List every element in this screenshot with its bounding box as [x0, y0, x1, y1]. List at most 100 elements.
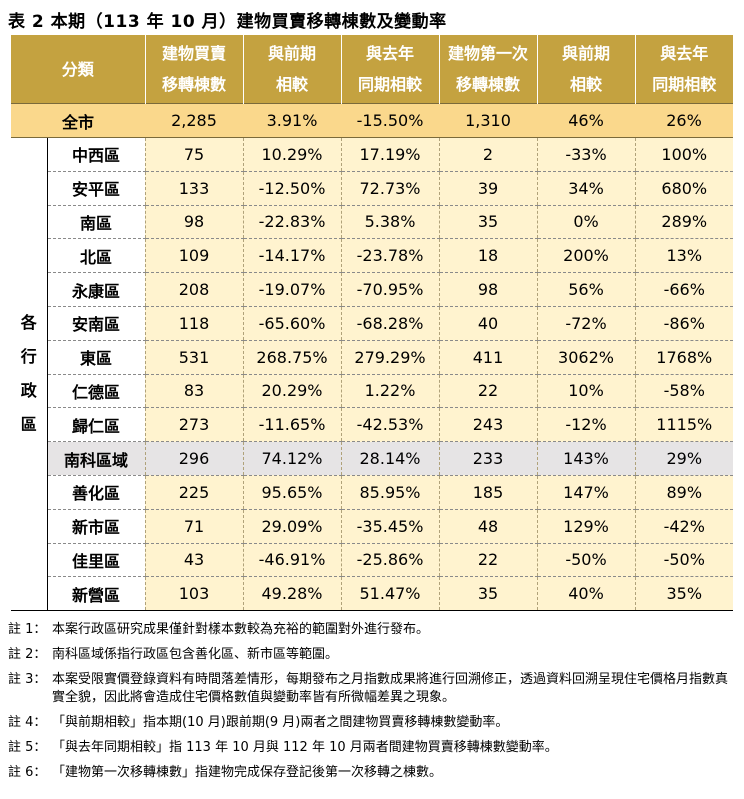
group-label-char: 各 [20, 313, 37, 333]
table-cell: 74.12% [242, 441, 342, 476]
header-col: 與去年 同期相較 [634, 35, 734, 104]
table-cell: 273 [144, 407, 244, 443]
note-text: 本案受限實價登錄資料有時間落差情形，每期發布之月指數成果將進行回溯修正，透過資料… [52, 672, 729, 705]
table-cell: 10.29% [242, 137, 342, 172]
table-cell: 5.38% [340, 205, 440, 240]
table-cell: 98 [144, 205, 244, 240]
table-cell: 200% [536, 238, 636, 274]
table-cell: 147% [536, 475, 636, 510]
table-cell: 22 [438, 374, 538, 409]
district-name: 安平區 [46, 171, 146, 206]
table-cell: 89% [634, 475, 734, 510]
table-cell: 0% [536, 205, 636, 240]
table-cell: -66% [634, 272, 734, 307]
table-cell: 71 [144, 509, 244, 544]
district-name: 善化區 [46, 475, 146, 510]
total-row: 全市 2,285 3.91% -15.50% 1,310 46% 26% [11, 103, 734, 138]
table-cell: -42.53% [340, 407, 440, 443]
table-cell: 22 [438, 543, 538, 578]
note-text: 「與前期相較」指本期(10 月)跟前期(9 月)兩者之間建物買賣移轉棟數變動率。 [52, 715, 509, 730]
table-cell: 46% [537, 103, 636, 138]
table-cell: 1,310 [439, 103, 538, 138]
table-row: 佳里區 43 -46.91% -25.86% 22 -50% -50% [11, 543, 734, 578]
table-row: 北區 109 -14.17% -23.78% 18 200% 13% [11, 238, 734, 274]
table-cell: 95.65% [242, 475, 342, 510]
table-cell: 118 [144, 306, 244, 341]
table-cell: 39 [438, 171, 538, 206]
table-cell: 18 [438, 238, 538, 274]
table-cell: 680% [634, 171, 734, 206]
table-cell: 29.09% [242, 509, 342, 544]
table-cell: -50% [536, 543, 636, 578]
table-row: 東區 531 268.75% 279.29% 411 3062% 1768% [11, 340, 734, 375]
table-cell: 268.75% [242, 340, 342, 375]
table-row: 新市區 71 29.09% -35.45% 48 129% -42% [11, 509, 734, 544]
district-name: 仁德區 [46, 374, 146, 409]
table-cell: 20.29% [242, 374, 342, 409]
table-cell: 289% [634, 205, 734, 240]
table-cell: 243 [438, 407, 538, 443]
table-cell: -70.95% [340, 272, 440, 307]
district-name: 佳里區 [46, 543, 146, 578]
note-key: 註 6： [8, 765, 47, 780]
table-cell: 35% [634, 576, 734, 612]
table-cell: 28.14% [340, 441, 440, 476]
table-cell: 40 [438, 306, 538, 341]
table-cell: 1768% [634, 340, 734, 375]
table-cell: 49.28% [242, 576, 342, 612]
table-cell: -68.28% [340, 306, 440, 341]
group-label-char: 區 [20, 415, 37, 435]
table-cell: -46.91% [242, 543, 342, 578]
table-cell: -25.86% [340, 543, 440, 578]
table-cell: 34% [536, 171, 636, 206]
table-cell: 100% [634, 137, 734, 172]
table-cell: 17.19% [340, 137, 440, 172]
table-cell: 43 [144, 543, 244, 578]
note-text: 本案行政區研究成果僅針對樣本數較為充裕的範圍對外進行發布。 [52, 622, 430, 637]
table-cell: 208 [144, 272, 244, 307]
header-col: 與前期 相較 [536, 35, 636, 104]
note-item: 註 1： 本案行政區研究成果僅針對樣本數較為充裕的範圍對外進行發布。 [8, 621, 738, 639]
table-cell: 29% [634, 441, 734, 476]
table-row: 安南區 118 -65.60% -68.28% 40 -72% -86% [11, 306, 734, 341]
note-item: 註 6： 「建物第一次移轉棟數」指建物完成保存登記後第一次移轉之棟數。 [8, 764, 738, 782]
district-name: 南區 [46, 205, 146, 240]
note-item: 註 3： 本案受限實價登錄資料有時間落差情形，每期發布之月指數成果將進行回溯修正，… [8, 671, 738, 707]
note-item: 註 4： 「與前期相較」指本期(10 月)跟前期(9 月)兩者之間建物買賣移轉棟數… [8, 714, 738, 732]
table-cell: 40% [536, 576, 636, 612]
table-cell: 51.47% [340, 576, 440, 612]
header-row: 分類 建物買賣 移轉棟數 與前期 相較 與去年 同期相較 建物第一次 移轉棟數 與前期相… [11, 35, 734, 104]
note-text: 南科區域係指行政區包含善化區、新市區等範圍。 [52, 647, 339, 662]
table-cell: 1115% [634, 407, 734, 443]
district-name: 安南區 [46, 306, 146, 341]
table-cell: -42% [634, 509, 734, 544]
header-col: 與去年 同期相較 [340, 35, 440, 104]
district-name: 北區 [46, 238, 146, 274]
table-cell: -50% [634, 543, 734, 578]
table-cell: -12.50% [242, 171, 342, 206]
district-name: 東區 [46, 340, 146, 375]
note-item: 註 5： 「與去年同期相較」指 113 年 10 月與 112 年 10 月兩者間… [8, 739, 738, 757]
table-cell: 2,285 [145, 103, 244, 138]
note-key: 註 3： [8, 672, 47, 687]
district-name: 南科區域 [46, 441, 146, 476]
table-cell: 109 [144, 238, 244, 274]
table-cell: 35 [438, 205, 538, 240]
table-cell: -58% [634, 374, 734, 409]
table-cell: 85.95% [340, 475, 440, 510]
table-cell: -23.78% [340, 238, 440, 274]
table-row: 南區 98 -22.83% 5.38% 35 0% 289% [11, 205, 734, 240]
table-cell: 129% [536, 509, 636, 544]
table-cell: -35.45% [340, 509, 440, 544]
table-cell: -19.07% [242, 272, 342, 307]
table-row: 善化區 225 95.65% 85.95% 185 147% 89% [11, 475, 734, 510]
table-cell: 98 [438, 272, 538, 307]
table-row: 新營區 103 49.28% 51.47% 35 40% 35% [11, 576, 734, 612]
district-name: 新營區 [46, 576, 146, 612]
notes: 註 1： 本案行政區研究成果僅針對樣本數較為充裕的範圍對外進行發布。註 2： 南科區… [8, 621, 738, 789]
district-name: 永康區 [46, 272, 146, 307]
table-cell: -33% [536, 137, 636, 172]
group-label-char: 政 [20, 381, 37, 401]
table-cell: -72% [536, 306, 636, 341]
